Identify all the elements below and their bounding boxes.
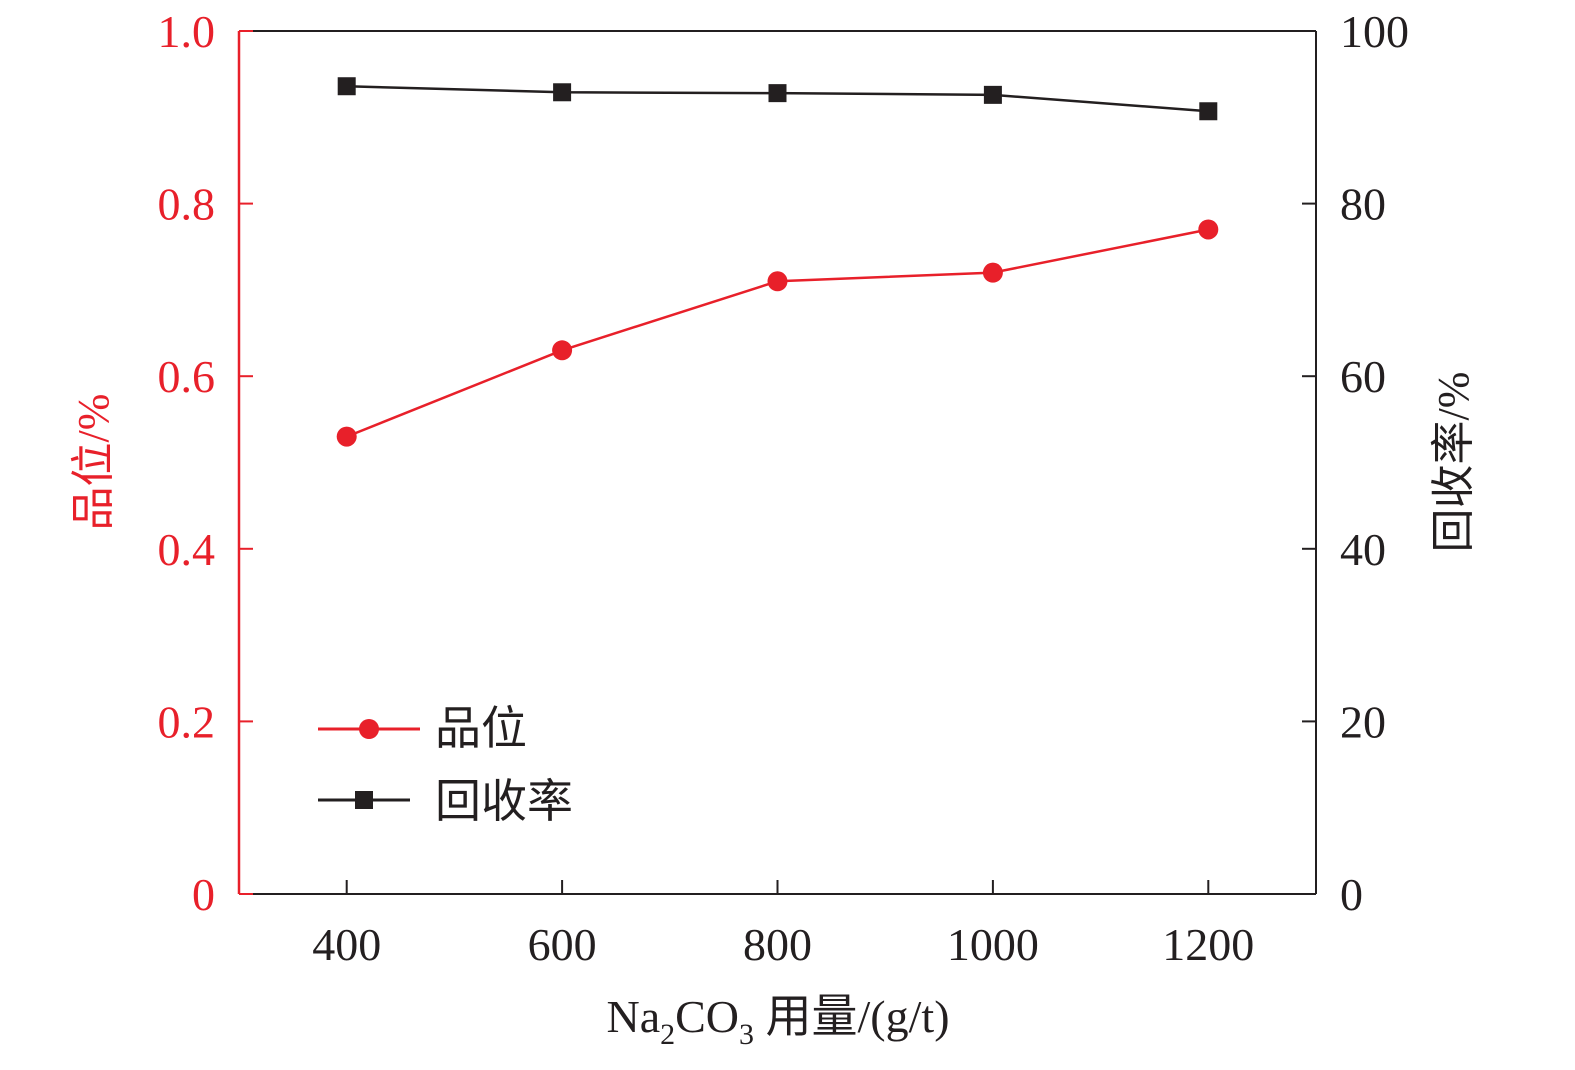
legend-label-recovery: 回收率 bbox=[435, 776, 573, 827]
data-point-grade bbox=[1198, 219, 1219, 240]
y-left-tick-label: 0.6 bbox=[158, 351, 216, 402]
y-left-tick-label: 0 bbox=[192, 869, 215, 920]
x-axis-label: Na2CO3 用量/(g/t) bbox=[606, 991, 949, 1051]
data-point-grade bbox=[982, 262, 1003, 283]
y-right-tick-label: 20 bbox=[1340, 696, 1386, 747]
data-point-grade bbox=[552, 340, 573, 361]
y-right-tick-label: 100 bbox=[1340, 6, 1409, 57]
data-point-recovery bbox=[553, 83, 572, 102]
y-left-tick-label: 0.2 bbox=[158, 696, 216, 747]
x-tick-label: 800 bbox=[743, 919, 812, 970]
data-point-grade bbox=[336, 426, 357, 447]
legend-marker-grade bbox=[359, 719, 379, 739]
y-axis-right-label: 回收率/% bbox=[1429, 372, 1478, 553]
y-left-tick-label: 1.0 bbox=[158, 6, 216, 57]
x-tick-label: 1000 bbox=[947, 919, 1039, 970]
legend-label-grade: 品位 bbox=[435, 703, 527, 754]
legend: 品位 回收率 bbox=[318, 703, 573, 827]
y-axis-left-label: 品位/% bbox=[69, 394, 118, 531]
data-point-recovery bbox=[1199, 102, 1218, 121]
y-right-tick-label: 80 bbox=[1340, 179, 1386, 230]
y-right-tick-label: 40 bbox=[1340, 524, 1386, 575]
x-tick-label: 600 bbox=[528, 919, 597, 970]
legend-marker-recovery bbox=[355, 791, 373, 809]
y-right-tick-label: 0 bbox=[1340, 869, 1363, 920]
data-point-recovery bbox=[337, 77, 356, 96]
y-left-tick-label: 0.8 bbox=[158, 179, 216, 230]
y-left-tick-label: 0.4 bbox=[158, 524, 216, 575]
x-tick-label: 1200 bbox=[1162, 919, 1254, 970]
data-point-grade bbox=[767, 271, 788, 292]
y-right-tick-label: 60 bbox=[1340, 351, 1386, 402]
data-point-recovery bbox=[983, 85, 1002, 104]
data-point-recovery bbox=[768, 84, 787, 103]
x-tick-label: 400 bbox=[312, 919, 381, 970]
series-line-left bbox=[346, 228, 1209, 438]
